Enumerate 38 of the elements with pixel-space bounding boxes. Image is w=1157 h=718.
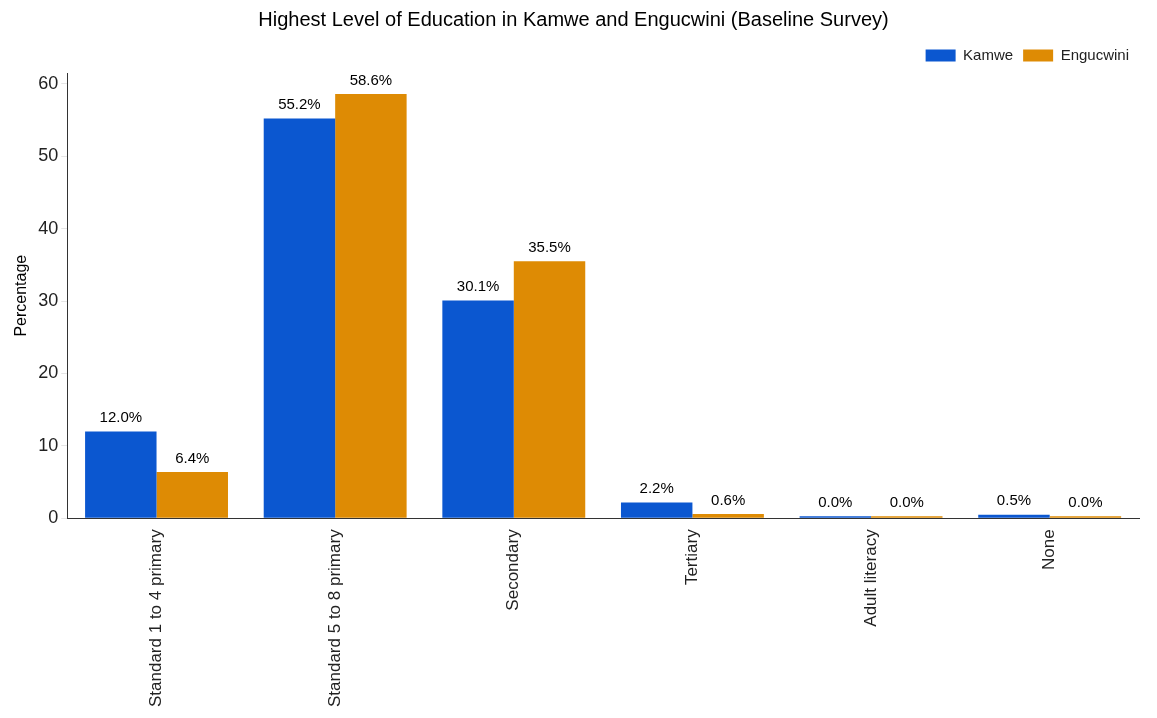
data-label: 12.0% [99, 408, 143, 426]
x-tick-label: Adult literacy [860, 528, 880, 627]
data-label: 58.6% [349, 70, 393, 88]
legend-label: Kamwe [963, 45, 1014, 63]
data-label: 0.0% [818, 493, 853, 510]
y-tick-label: 50 [38, 145, 59, 166]
bar [513, 261, 586, 518]
data-label: 0.6% [711, 490, 746, 508]
data-label: 2.2% [639, 479, 674, 497]
bar [85, 431, 157, 518]
bar [620, 502, 693, 518]
bar [335, 94, 407, 518]
x-tick-label: Tertiary [682, 528, 702, 586]
data-label: 0.0% [1068, 493, 1103, 510]
bar [442, 300, 514, 518]
data-label: 0.5% [996, 491, 1032, 509]
y-tick-label: 40 [38, 217, 59, 238]
bar [978, 514, 1050, 518]
x-tick-label: None [1039, 529, 1059, 570]
y-tick-label: 20 [38, 362, 59, 383]
data-label: 6.4% [175, 448, 210, 466]
data-label: 30.1% [456, 277, 500, 295]
y-axis-title: Percentage [12, 254, 30, 337]
x-tick-label: Secondary [503, 528, 523, 611]
data-label: 55.2% [278, 95, 321, 113]
y-tick-label: 60 [38, 72, 59, 93]
data-label: 0.0% [889, 493, 924, 510]
bar [156, 472, 228, 518]
chart-title: Highest Level of Education in Kamwe and Engucwini (Baseline Survey) [258, 7, 889, 30]
legend-label: Engucwini [1060, 45, 1129, 63]
x-tick-label: Standard 5 to 8 primary [324, 528, 344, 708]
bar [263, 118, 336, 518]
data-label: 35.5% [528, 237, 571, 255]
bar [692, 514, 764, 518]
y-tick-label: 10 [38, 434, 59, 455]
y-tick-label: 0 [48, 507, 59, 528]
y-tick-label: 30 [38, 290, 59, 311]
x-tick-label: Standard 1 to 4 primary [146, 528, 166, 708]
